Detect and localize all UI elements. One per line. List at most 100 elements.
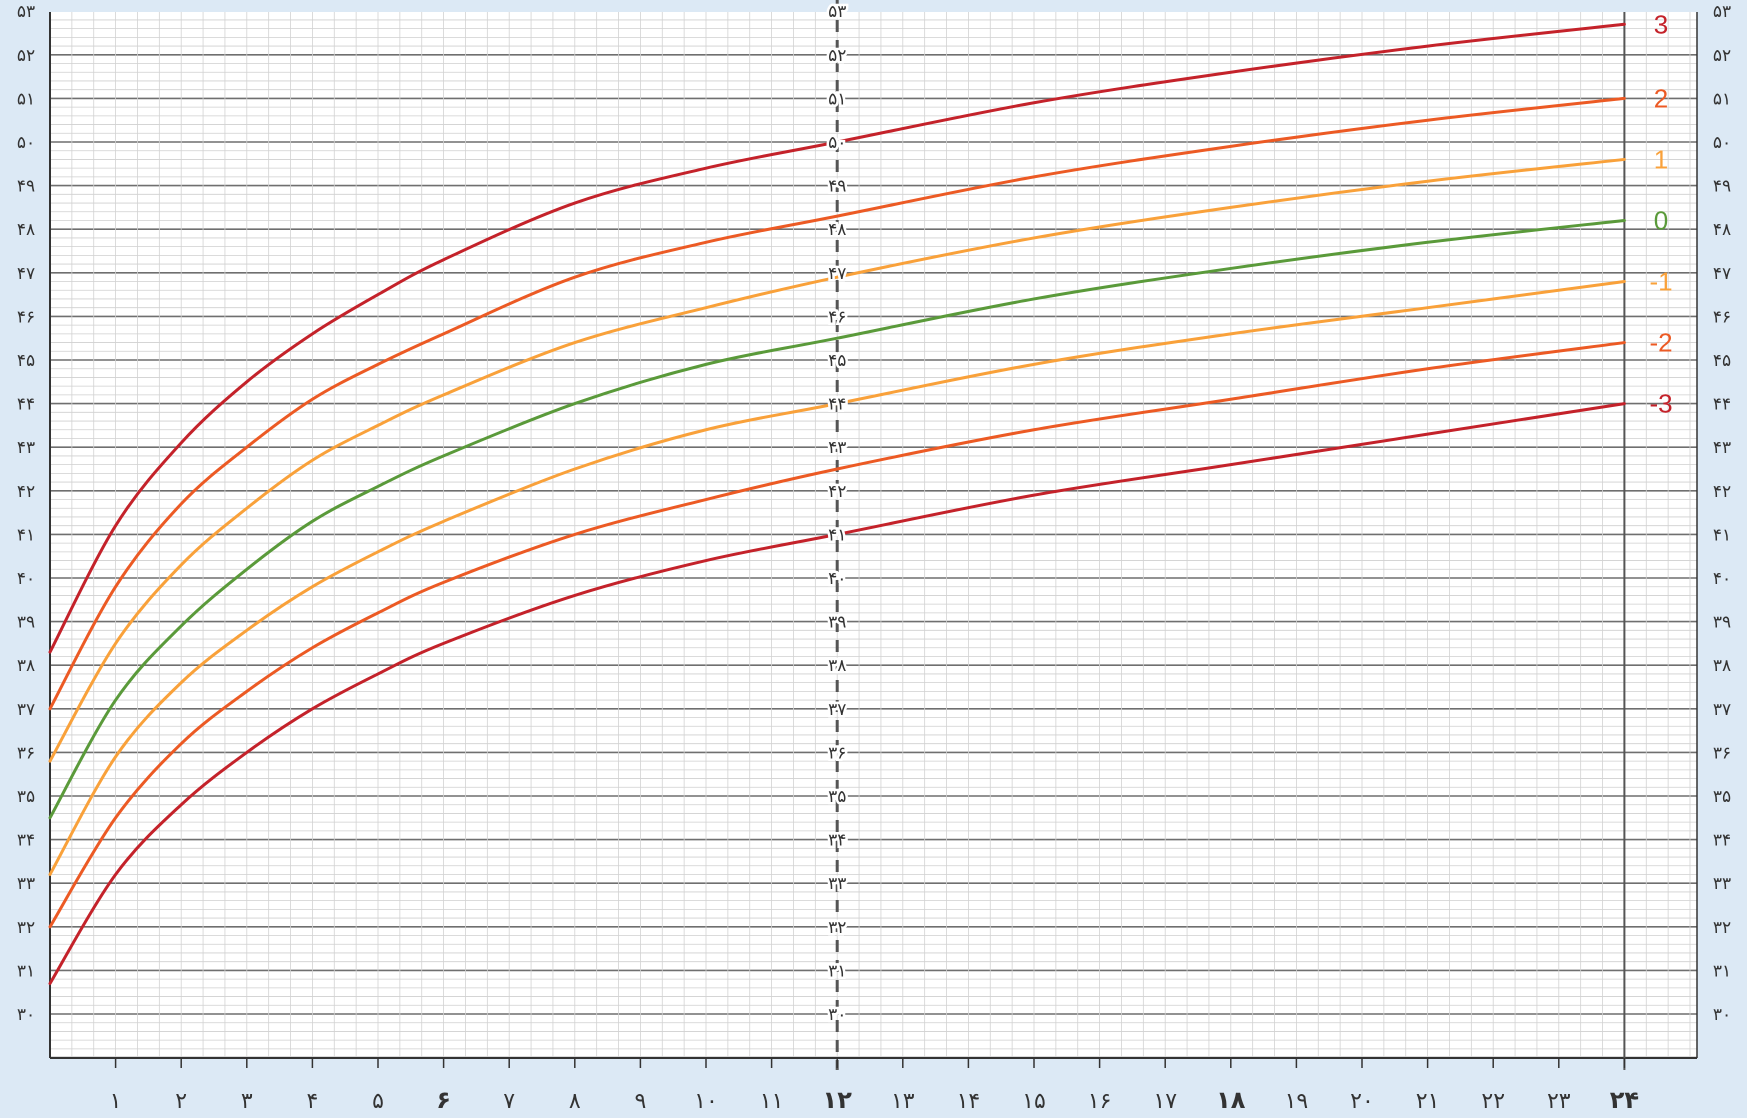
y-tick-label-left: ۳۵ [17, 787, 35, 807]
y-tick-label-left: ۳۳ [17, 874, 35, 894]
y-tick-label-left: ۵۲ [17, 46, 35, 66]
y-tick-label-center: ۴۸ [828, 220, 846, 240]
x-tick-label: ۱۰ [694, 1089, 718, 1114]
series-label: 3 [1654, 9, 1668, 39]
y-tick-label-right: ۴۰ [1713, 569, 1731, 589]
series-line-z-2 [48, 341, 1626, 929]
series-line-z0 [48, 218, 1626, 820]
y-tick-label-center: ۳۷ [828, 700, 846, 720]
y-tick-label-left: ۴۲ [17, 482, 35, 502]
y-tick-label-left: ۴۵ [17, 351, 35, 371]
x-tick-label: ۱ [110, 1089, 122, 1114]
y-tick-label-center: ۳۳ [828, 874, 846, 894]
series-line-z3 [48, 22, 1626, 654]
x-tick-label: ۲۲ [1481, 1089, 1505, 1114]
y-tick-label-center: ۳۵ [828, 787, 846, 807]
series-label: 0 [1654, 205, 1668, 235]
y-tick-label-right: ۳۷ [1713, 700, 1731, 720]
y-tick-label-left: ۴۰ [17, 569, 35, 589]
y-tick-label-right: ۵۰ [1713, 133, 1731, 153]
series-line-z1 [48, 157, 1626, 763]
y-tick-label-center: ۴۹ [828, 177, 846, 197]
series-label: -1 [1649, 267, 1672, 297]
x-tick-label: ۱۵ [1022, 1089, 1046, 1114]
y-tick-label-right: ۳۲ [1713, 918, 1731, 938]
y-tick-label-right: ۴۳ [1713, 438, 1731, 458]
y-tick-label-center: ۴۶ [828, 307, 846, 327]
y-tick-label-right: ۴۶ [1713, 307, 1731, 327]
y-tick-label-right: ۴۱ [1713, 525, 1731, 545]
y-tick-label-left: ۳۹ [17, 613, 35, 633]
y-tick-label-left: ۴۷ [17, 264, 35, 284]
x-tick-label: ۵ [372, 1089, 384, 1114]
x-tick-label: ۳ [241, 1089, 253, 1114]
y-tick-label-center: ۴۷ [828, 264, 846, 284]
y-tick-label-center: ۴۲ [828, 482, 846, 502]
y-tick-label-left: ۵۱ [17, 89, 35, 109]
x-tick-label: ۱۳ [891, 1089, 915, 1114]
y-tick-label-right: ۵۳ [1713, 2, 1731, 22]
series-line-z2 [48, 96, 1626, 711]
y-tick-label-left: ۳۲ [17, 918, 35, 938]
y-tick-label-left: ۳۰ [17, 1005, 35, 1025]
y-tick-label-right: ۳۰ [1713, 1005, 1731, 1025]
y-tick-label-left: ۴۹ [17, 177, 35, 197]
series-line-z-3 [48, 402, 1626, 985]
y-tick-label-center: ۵۰ [828, 133, 846, 153]
x-tick-label: ۲۴ [1610, 1086, 1639, 1114]
x-tick-label: ۲ [175, 1089, 187, 1114]
y-tick-label-center: ۴۵ [828, 351, 846, 371]
y-tick-label-right: ۵۲ [1713, 46, 1731, 66]
x-tick-label: ۶ [436, 1086, 451, 1114]
y-tick-label-left: ۳۸ [17, 656, 35, 676]
y-tick-label-left: ۴۱ [17, 525, 35, 545]
y-tick-label-center: ۴۱ [828, 525, 846, 545]
y-tick-label-right: ۳۱ [1713, 961, 1731, 981]
y-tick-label-right: ۴۲ [1713, 482, 1731, 502]
y-tick-label-right: ۴۸ [1713, 220, 1731, 240]
x-tick-label: ۲۰ [1350, 1089, 1374, 1114]
y-tick-label-center: ۳۶ [828, 743, 846, 763]
x-tick-label: ۱۹ [1285, 1089, 1309, 1114]
y-tick-label-center: ۳۹ [828, 613, 846, 633]
series-line-z-1 [48, 280, 1626, 876]
y-tick-label-right: ۳۹ [1713, 613, 1731, 633]
x-tick-label: ۱۴ [957, 1089, 981, 1114]
x-tick-label: ۱۱ [760, 1089, 784, 1114]
y-tick-label-right: ۳۵ [1713, 787, 1731, 807]
y-tick-label-center: ۵۳ [828, 2, 846, 22]
series-label: -3 [1649, 389, 1672, 419]
y-tick-label-center: ۵۱ [828, 89, 846, 109]
x-tick-label: ۲۳ [1547, 1089, 1571, 1114]
y-tick-label-right: ۳۴ [1713, 831, 1731, 851]
grid [49, 12, 1697, 1059]
y-tick-label-left: ۵۰ [17, 133, 35, 153]
x-tick-label: ۸ [569, 1089, 581, 1114]
x-tick-label: ۷ [503, 1089, 515, 1114]
series-label: 2 [1654, 83, 1668, 113]
tick-labels: ۱ ۲ ۳ ۴ ۵ ۶ ۷ ۸ ۹ ۱۰ ۱۱ ۱۲ ۱۳ ۱۴ ۱۵ ۱۶ ۱۷ ۱۸ ۱۹ ۲۰ ۲۱ ۲۲ ۲۳ ۲۴3… [17, 0, 1731, 1114]
y-tick-label-right: ۴۴ [1713, 395, 1731, 415]
y-tick-label-left: ۴۴ [17, 395, 35, 415]
y-tick-label-left: ۴۶ [17, 307, 35, 327]
series-label: 1 [1654, 144, 1668, 174]
x-tick-label: ۱۸ [1216, 1086, 1246, 1114]
x-tick-label: ۲۱ [1416, 1089, 1440, 1114]
y-tick-label-left: ۴۳ [17, 438, 35, 458]
y-tick-label-left: ۳۱ [17, 961, 35, 981]
y-tick-label-left: ۴۸ [17, 220, 35, 240]
y-tick-label-left: ۵۳ [17, 2, 35, 22]
y-tick-label-center: ۵۲ [828, 46, 846, 66]
axes [49, 0, 1698, 1070]
x-tick-label: ۴ [306, 1089, 318, 1114]
y-tick-label-left: ۳۶ [17, 743, 35, 763]
y-tick-label-right: ۴۵ [1713, 351, 1731, 371]
y-tick-label-center: ۴۴ [828, 395, 846, 415]
y-tick-label-center: ۳۸ [828, 656, 846, 676]
y-tick-label-left: ۳۷ [17, 700, 35, 720]
x-tick-label: ۱۶ [1088, 1089, 1112, 1114]
y-tick-label-right: ۳۳ [1713, 874, 1731, 894]
y-tick-label-center: ۳۲ [828, 918, 846, 938]
series-lines [48, 22, 1626, 985]
